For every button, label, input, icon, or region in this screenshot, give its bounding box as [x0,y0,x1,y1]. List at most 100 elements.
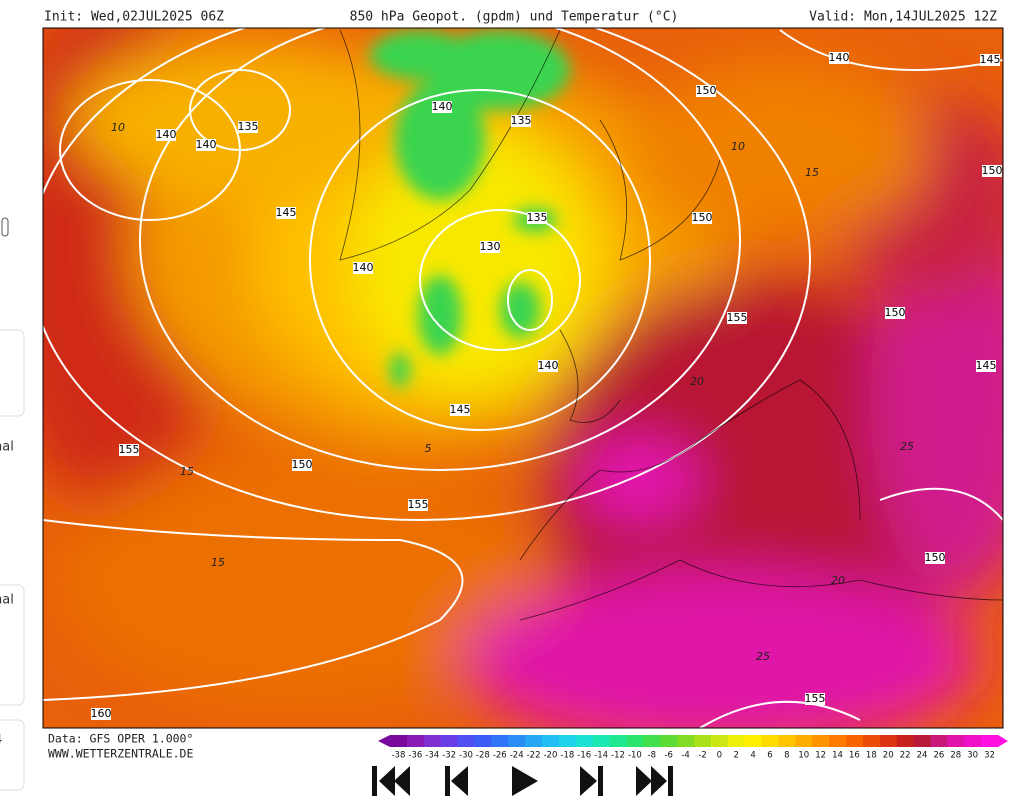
temperature-label: 25 [756,650,770,663]
contour-label-box [885,307,905,319]
geopotential-label: 155 [119,443,140,456]
sidebar-label: 4 [0,733,2,748]
contour-label-box [925,552,945,564]
colorbar-swatch [457,735,475,747]
colorbar-label: -2 [698,751,706,761]
temperature-label: 10 [731,140,745,153]
contour-label-box [692,212,712,224]
colorbar-label: -20 [543,751,557,761]
colorbar-swatch [744,735,763,747]
colorbar-label: 10 [798,751,809,761]
colorbar-label: 28 [950,751,961,761]
geopotential-label: 135 [527,211,548,224]
colorbar-label: 24 [917,751,928,761]
colorbar-swatch [879,735,898,747]
contour-label-box [156,129,176,141]
colorbar-swatch [558,735,577,747]
geopotential-label: 135 [238,120,259,133]
colorbar-label: 30 [967,751,978,761]
colorbar-swatch [542,735,560,747]
contour-label-box [976,360,996,372]
geopotential-label: 155 [727,311,748,324]
geopotential-label: 145 [276,206,297,219]
colorbar-label: -6 [664,751,672,761]
contour-label-box [450,404,470,416]
contour-label-box [432,101,452,113]
contour-label-box [829,52,849,64]
temperature-label: 15 [805,166,819,179]
colorbar-swatch [677,735,695,747]
colorbar-swatch [727,735,746,747]
colorbar-label: 16 [849,751,860,761]
colorbar-label: -8 [648,751,656,761]
geopotential-label: 145 [980,53,1001,66]
contour-label-box [980,54,1000,66]
contour-label-box [511,115,531,127]
colorbar-swatch [474,735,492,747]
colorbar-swatch [761,735,779,747]
contour-label-box [982,165,1002,177]
previous-frame-button[interactable] [445,766,468,796]
sidebar-label: nal [0,593,14,608]
colorbar-label: 0 [717,751,722,761]
geopotential-label: 150 [692,211,713,224]
colorbar-label: -22 [527,751,541,761]
colorbar-swatch [609,735,627,747]
geopotential-label: 140 [196,138,217,151]
contour-label-box [696,85,716,97]
sidebar-label: nal [0,440,14,455]
geopotential-label: 150 [696,84,717,97]
map-frame [42,27,1004,729]
geopotential-label: 140 [156,128,177,141]
colorbar-label: -4 [681,751,689,761]
colorbar-swatch [508,735,526,747]
colorbar-label: -14 [594,751,608,761]
first-frame-button[interactable] [372,766,410,796]
colorbar-swatch [862,735,881,747]
temperature-label: 15 [180,465,194,478]
colorbar-label: -12 [611,751,625,761]
next-frame-button[interactable] [580,766,603,796]
map-title: 850 hPa Geopot. (gpdm) und Temperatur (°… [350,10,679,25]
geopotential-label: 155 [408,498,429,511]
colorbar-swatch [694,735,712,747]
website: WWW.WETTERZENTRALE.DE [48,747,193,761]
colorbar-swatch [390,735,408,747]
temperature-label: 25 [900,440,914,453]
geopotential-contours [43,28,1003,728]
geopotential-label: 150 [982,164,1003,177]
colorbar-arrow-low [378,735,390,747]
colorbar-swatch [778,735,796,747]
colorbar-label: 6 [767,751,772,761]
colorbar-swatch [423,735,442,747]
colorbar-swatch [626,735,644,747]
last-frame-button[interactable] [636,766,673,796]
colorbar-swatch [981,735,999,747]
playback-controls [372,766,673,796]
colorbar-swatch [575,735,594,747]
geopotential-label: 155 [805,692,826,705]
contour-label-box [238,121,258,133]
contour-label-box [538,360,558,372]
geopotential-label: 130 [480,240,501,253]
colorbar-swatch [913,735,931,747]
colorbar-label: -30 [459,751,473,761]
colorbar-label: 32 [984,751,995,761]
colorbar-swatch [491,735,509,747]
colorbar-swatch [440,735,459,747]
colorbar-swatch [710,735,729,747]
colorbar-label: -26 [493,751,507,761]
colorbar-label: -36 [408,751,422,761]
geopotential-label: 160 [91,707,112,720]
data-source: Data: GFS OPER 1.000° [48,732,193,746]
colorbar-swatch [896,735,915,747]
play-button[interactable] [512,766,538,796]
colorbar-label: 20 [883,751,894,761]
contour-label-box [408,499,428,511]
colorbar-label: 18 [866,751,877,761]
colorbar-swatch [592,735,611,747]
contour-label-box [276,207,296,219]
colorbar-label: -18 [560,751,574,761]
colorbar-label: 14 [832,751,843,761]
temperature-label: 15 [211,556,225,569]
